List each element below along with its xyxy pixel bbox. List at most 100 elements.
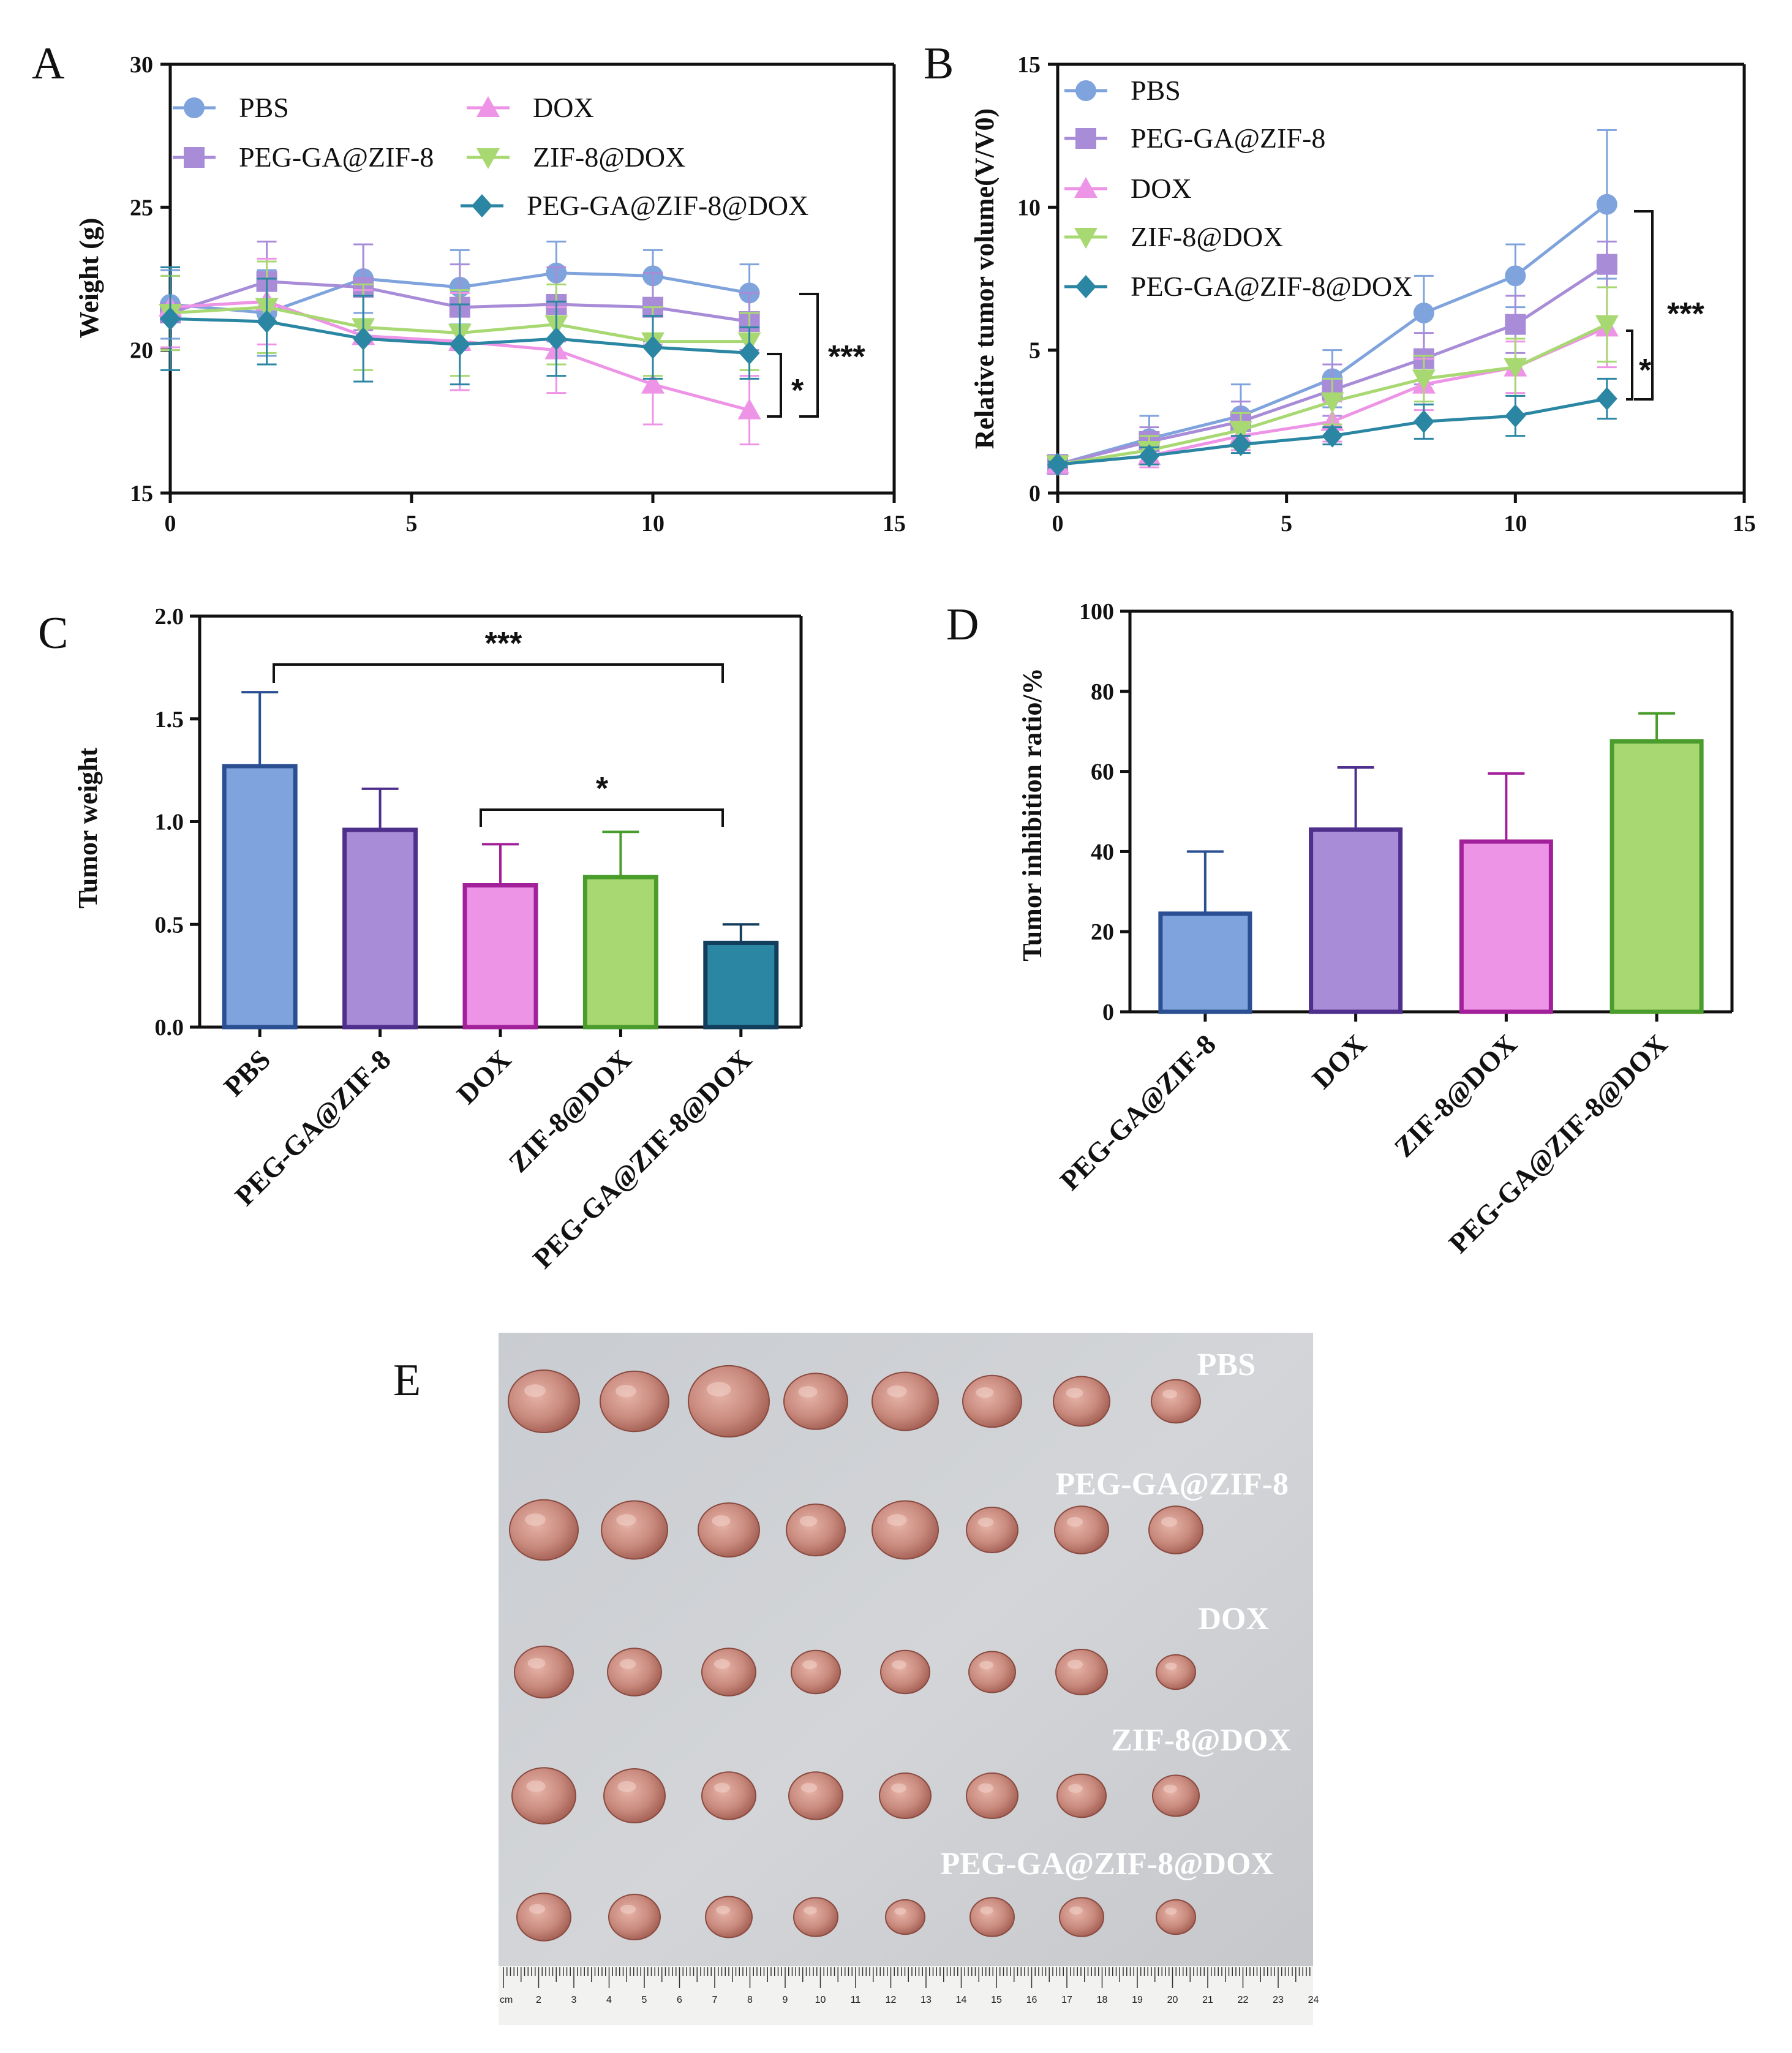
y-tick-label: 80 <box>1091 679 1114 705</box>
bar-group-peg-ga-zif-8-dox <box>703 923 779 1030</box>
data-point-zif-8-dox <box>1320 392 1344 413</box>
tumor-specimens <box>508 1365 1203 1942</box>
tumor-specimen <box>705 1896 753 1938</box>
tumor-specimen <box>885 1899 925 1935</box>
tumor-highlight <box>1165 1662 1177 1670</box>
bar-zif-8-dox <box>582 875 658 1030</box>
series-a <box>159 240 761 446</box>
tumor-specimen <box>1059 1897 1104 1937</box>
data-point-peg-ga-zif-8-dox <box>449 333 470 356</box>
legend-marker <box>476 96 500 117</box>
tumor-highlight <box>1163 1784 1177 1793</box>
ruler-body <box>499 1966 1313 2025</box>
tumor-body <box>1156 1899 1196 1935</box>
legend-label: ZIF-8@DOX <box>533 141 685 173</box>
bar-group-pbs <box>222 691 298 1030</box>
ruler-number: 16 <box>1026 1995 1037 2005</box>
tumor-body <box>1055 1649 1108 1695</box>
legend-marker <box>1075 275 1096 298</box>
x-tick-label: PBS <box>218 1044 277 1102</box>
panel-letter-d: D <box>946 600 979 650</box>
tumor-highlight <box>527 1657 546 1669</box>
y-tick-label: 30 <box>130 52 153 78</box>
ruler-number: 6 <box>677 1995 682 2005</box>
series-peg-ga-zif-8-dox <box>1047 377 1617 477</box>
bar-peg-ga-zif-8-dox <box>703 940 779 1030</box>
ruler-number: 19 <box>1132 1995 1143 2005</box>
ruler-number: 22 <box>1238 1995 1249 2005</box>
bar-dox <box>462 883 538 1030</box>
data-point-peg-ga-zif-8-dox <box>1322 424 1343 448</box>
tumor-body <box>1053 1376 1110 1427</box>
series-peg-ga-zif-8-dox <box>160 266 760 386</box>
tumor-highlight <box>526 1780 546 1792</box>
y-axis-label-a: Weight (g) <box>74 218 104 339</box>
bar-group-zif-8-dox <box>582 831 658 1030</box>
tumor-body <box>608 1894 661 1940</box>
tumor-highlight <box>1066 1516 1083 1527</box>
photo-label-peg-ga-zif-8-dox: PEG-GA@ZIF-8@DOX <box>940 1847 1274 1882</box>
legend-label: PEG-GA@ZIF-8 <box>1131 122 1325 154</box>
bar-group-dox <box>462 843 538 1030</box>
y-tick-label: 2.0 <box>155 604 184 630</box>
tumor-specimen <box>872 1371 939 1431</box>
tumor-specimen <box>701 1771 756 1820</box>
ruler-number: 7 <box>712 1995 718 2005</box>
tumor-specimen <box>509 1499 579 1561</box>
data-point-zif-8-dox <box>1412 369 1436 391</box>
chart-panel-b: 0 5 10 15 0 5 10 15 PBS PEG-GA@ZIF-8 DOX ZIF-8@DOX… <box>969 52 1756 537</box>
bar-group-peg-ga-zif-8-dox <box>1609 712 1704 1014</box>
x-tick-label: ZIF-8@DOX <box>503 1044 638 1178</box>
chart-panel-a: 0 5 10 15 15 20 25 30 PBS DOX PEG-GA@ZIF-8 ZIF-8@D… <box>74 52 906 537</box>
tumor-highlight <box>799 1515 818 1527</box>
tumor-photo: cm 2 3 4 5 6 7 8 9 10 11 12 13 14 15 16 17 18 19 20 21 22 23 24… <box>499 1333 1319 2025</box>
tumor-highlight <box>620 1904 636 1914</box>
bar-group-peg-ga-zif-8 <box>1158 850 1252 1014</box>
photo-label-pbs: PBS <box>1197 1347 1256 1382</box>
tumor-highlight <box>1067 1659 1083 1669</box>
tumor-specimen <box>962 1374 1022 1428</box>
x-tick-label: PEG-GA@ZIF-8 <box>1054 1028 1222 1196</box>
bar-dox <box>1309 827 1403 1014</box>
tumor-highlight <box>525 1513 546 1526</box>
sig-label-c-three-star: *** <box>485 626 522 661</box>
panel-letter-e: E <box>393 1355 421 1406</box>
x-tick-label: 10 <box>1504 511 1527 537</box>
legend-marker <box>1075 80 1096 101</box>
data-point-peg-ga-zif-8 <box>1596 254 1617 275</box>
y-tick-label: 0.0 <box>155 1015 184 1041</box>
x-tick-label: 15 <box>883 511 906 537</box>
significance-brackets-c: *** * <box>273 626 724 827</box>
x-tick-label: 10 <box>641 511 664 537</box>
tumor-highlight <box>894 1907 906 1915</box>
tumor-specimen <box>879 1772 932 1819</box>
data-point-peg-ga-zif-8 <box>1505 314 1526 335</box>
tumor-specimen <box>603 1768 666 1823</box>
tumor-highlight <box>804 1906 817 1915</box>
legend-marker <box>184 147 205 168</box>
y-tick-label: 20 <box>1091 919 1114 945</box>
bracket-b-three-star <box>1634 210 1654 401</box>
data-point-peg-ga-zif-8-dox <box>1047 453 1068 477</box>
y-tick-label: 25 <box>130 195 153 220</box>
tumor-body <box>607 1648 662 1697</box>
tumor-specimen <box>514 1645 574 1699</box>
photo-label-dox: DOX <box>1198 1602 1269 1637</box>
x-tick-label: DOX <box>1306 1028 1372 1094</box>
tumor-highlight <box>713 1782 731 1793</box>
legend-entry-pbs: PBS <box>173 92 289 123</box>
y-tick-label: 40 <box>1091 839 1114 865</box>
tumor-body <box>879 1772 932 1819</box>
sig-label-a-star: * <box>791 373 804 409</box>
data-point-peg-ga-zif-8-dox <box>739 341 760 365</box>
tumor-highlight <box>617 1781 636 1792</box>
x-tick-label: ZIF-8@DOX <box>1388 1028 1523 1163</box>
tumor-specimen <box>1054 1505 1109 1554</box>
ruler-number: 21 <box>1202 1995 1213 2005</box>
tumor-body <box>788 1771 843 1820</box>
legend-entry-zif-8-dox: ZIF-8@DOX <box>1064 221 1283 252</box>
tumor-body <box>872 1500 939 1560</box>
data-point-dox <box>641 372 664 394</box>
tumor-highlight <box>802 1660 817 1670</box>
